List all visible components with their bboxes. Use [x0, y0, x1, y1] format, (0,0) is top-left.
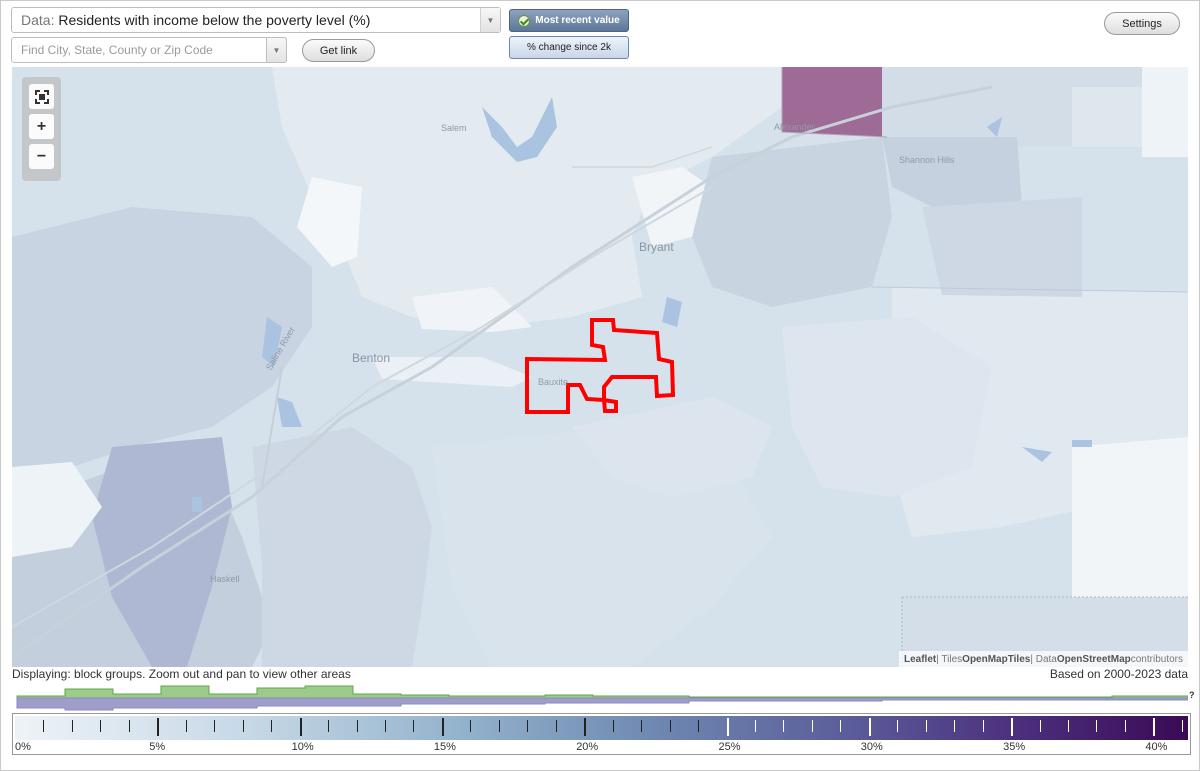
legend-tick — [1181, 720, 1183, 732]
change-since-label: % change since 2k — [527, 42, 611, 53]
map-attribution: Leaflet | Tiles OpenMapTiles | Data Open… — [899, 651, 1188, 667]
settings-button[interactable]: Settings — [1104, 12, 1180, 35]
legend-tick — [754, 720, 756, 732]
legend-tick — [669, 720, 671, 732]
legend-tick — [441, 718, 444, 736]
legend-tick — [612, 720, 614, 732]
legend-tick — [242, 720, 244, 732]
distribution-histogram — [16, 685, 1188, 711]
legend-tick — [498, 720, 500, 732]
legend-tick — [726, 718, 729, 736]
zoom-out-button[interactable]: − — [29, 144, 54, 169]
legend-label: 30% — [860, 741, 883, 753]
legend-tick — [1011, 718, 1014, 736]
legend-tick — [413, 720, 415, 732]
displaying-status: Displaying: block groups. Zoom out and p… — [12, 667, 351, 681]
leaflet-link[interactable]: Leaflet — [904, 653, 937, 665]
most-recent-toggle[interactable]: Most recent value — [509, 9, 629, 32]
legend-tick — [1068, 720, 1070, 732]
legend-tick — [185, 720, 187, 732]
legend-tick — [214, 720, 216, 732]
legend-tick — [1153, 718, 1156, 736]
legend-tick — [954, 720, 956, 732]
place-bauxite: Bauxite — [538, 377, 569, 387]
legend-label: 35% — [1003, 741, 1026, 753]
data-range-status: Based on 2000-2023 data — [1049, 667, 1188, 681]
data-select-label: Data: — [21, 12, 55, 28]
search-dropdown-icon[interactable]: ▼ — [266, 37, 287, 63]
legend-tick — [470, 720, 472, 732]
legend-tick — [698, 720, 700, 732]
map-tiles — [12, 67, 1188, 667]
legend-tick — [128, 720, 130, 732]
legend-tick — [1096, 720, 1098, 732]
attribution-contributors: contributors — [1130, 653, 1183, 665]
legend-label: 20% — [576, 741, 599, 753]
legend-label: 5% — [149, 741, 166, 753]
legend-tick — [555, 720, 557, 732]
legend-tick — [527, 720, 529, 732]
fullscreen-button[interactable] — [29, 84, 54, 109]
place-benton: Benton — [352, 351, 391, 365]
data-select-value: Residents with income below the poverty … — [58, 12, 371, 28]
legend-tick — [328, 720, 330, 732]
attribution-sep: | Data — [1030, 653, 1057, 665]
place-haskell: Haskell — [210, 574, 240, 584]
legend-label: 40% — [1145, 741, 1168, 753]
legend-tick — [783, 720, 785, 732]
place-salem: Salem — [441, 123, 467, 133]
openmaptiles-link[interactable]: OpenMapTiles — [962, 653, 1031, 665]
unknown-mark: ? — [1189, 690, 1195, 700]
fullscreen-icon — [34, 89, 49, 104]
most-recent-label: Most recent value — [535, 15, 620, 26]
legend-label: 15% — [433, 741, 456, 753]
data-select[interactable]: Data: Residents with income below the po… — [11, 7, 501, 33]
place-bryant: Bryant — [639, 240, 674, 254]
legend-tick — [1039, 720, 1041, 732]
legend-label: 0% — [15, 741, 31, 753]
selected-area-outline — [525, 318, 676, 414]
legend-label: 10% — [291, 741, 314, 753]
legend-tick — [1124, 720, 1126, 732]
legend-tick — [925, 720, 927, 732]
place-shannon-hills: Shannon Hills — [899, 155, 955, 165]
legend-tick — [299, 718, 302, 736]
chevron-down-icon[interactable]: ▼ — [480, 8, 500, 32]
legend-tick — [271, 720, 273, 732]
get-link-button[interactable]: Get link — [302, 39, 375, 62]
check-icon — [518, 14, 531, 27]
legend-label: 25% — [718, 741, 741, 753]
legend-gradient — [15, 716, 1188, 740]
map-view[interactable]: Salem Alexander Shannon Hills Bryant Ben… — [12, 67, 1188, 667]
zoom-control: + − — [22, 77, 61, 181]
legend-tick — [982, 720, 984, 732]
legend-tick — [584, 718, 587, 736]
legend-tick — [840, 720, 842, 732]
color-legend: 0% 5% 10% 15% 20% 25% 30% 35% 40% — [12, 713, 1191, 755]
legend-tick — [641, 720, 643, 732]
search-input[interactable] — [11, 37, 287, 63]
place-alexander: Alexander — [774, 122, 815, 132]
legend-tick — [71, 720, 73, 732]
legend-tick — [100, 720, 102, 732]
openstreetmap-link[interactable]: OpenStreetMap — [1056, 653, 1131, 665]
legend-tick — [157, 718, 160, 736]
legend-tick — [868, 718, 871, 736]
zoom-in-button[interactable]: + — [29, 114, 54, 139]
attribution-sep: | Tiles — [936, 653, 963, 665]
legend-tick — [43, 720, 45, 732]
legend-tick — [356, 720, 358, 732]
legend-tick — [897, 720, 899, 732]
change-since-toggle[interactable]: % change since 2k — [509, 36, 629, 59]
legend-tick — [384, 720, 386, 732]
legend-tick — [811, 720, 813, 732]
